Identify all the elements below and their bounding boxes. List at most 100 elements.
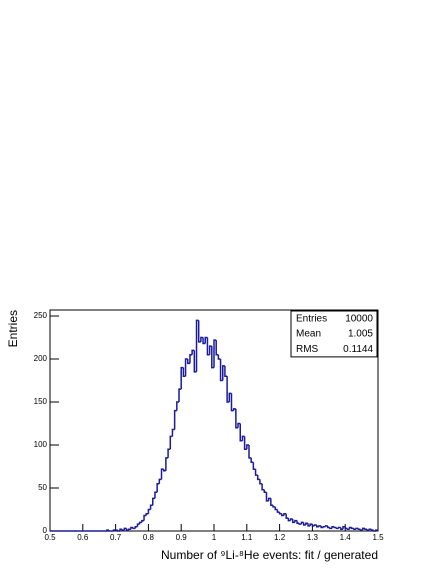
histogram-bin (176, 401, 180, 411)
histogram-bin (272, 505, 276, 508)
histogram-bin (285, 513, 289, 519)
histogram-bin (173, 409, 177, 430)
histogram-bin (364, 528, 368, 531)
histogram-bin (326, 525, 330, 529)
x-tick-label: 1.3 (307, 533, 319, 542)
histogram-bin (167, 448, 171, 458)
histogram-bin (145, 513, 149, 516)
histogram-bin (149, 504, 153, 510)
x-tick-label: 1.5 (372, 533, 384, 542)
histogram-bin (256, 475, 260, 481)
histogram-bin (263, 489, 267, 494)
histogram-bin (219, 359, 223, 382)
x-tick-label: 0.6 (77, 533, 89, 542)
histogram-bin (224, 365, 228, 377)
histogram-bin (357, 528, 361, 531)
histogram-bin (331, 525, 335, 529)
histogram-bin (147, 508, 151, 514)
y-tick-label: 100 (34, 440, 48, 449)
histogram-bin (230, 393, 234, 412)
histogram-bin (138, 521, 142, 525)
histogram-bin (152, 497, 155, 506)
histogram-bin (189, 353, 193, 364)
histogram-bin (351, 527, 354, 530)
histogram-bin (106, 529, 110, 531)
histogram-bin (342, 525, 346, 530)
histogram-bin (355, 527, 359, 530)
histogram-bin (333, 526, 337, 529)
histogram-bin (318, 525, 322, 527)
histogram-bin (298, 523, 302, 525)
stats-value: 0.1144 (343, 344, 373, 355)
stats-value: 10000 (345, 313, 373, 324)
histogram-bin (322, 525, 326, 528)
histogram-bin (141, 519, 145, 523)
histogram-bin (278, 512, 282, 515)
histogram-bin (206, 337, 210, 356)
y-tick-label: 200 (34, 354, 48, 363)
histogram-bin (123, 527, 127, 531)
histogram-bin (195, 319, 199, 372)
histogram-bin (108, 530, 112, 532)
histogram-bin (156, 482, 160, 493)
histogram-bin (215, 340, 219, 356)
x-tick-label: 0.5 (44, 533, 56, 542)
histogram-bin (136, 523, 140, 527)
histogram-bin (270, 498, 274, 506)
y-tick-label: 150 (34, 397, 48, 406)
histogram-bin (289, 518, 293, 521)
histogram-bin (337, 526, 341, 529)
x-tick-label: 0.8 (143, 533, 155, 542)
y-tick-label: 0 (43, 526, 48, 535)
histogram-bin (202, 337, 206, 345)
histogram-bin (348, 526, 352, 530)
stats-box (290, 310, 378, 358)
histogram-bin (259, 479, 263, 485)
histogram-bin (217, 354, 221, 360)
x-tick-label: 0.9 (176, 533, 188, 542)
histogram-bin (368, 528, 372, 531)
histogram-bin (134, 525, 138, 529)
histogram-bin (296, 520, 300, 525)
histogram-bin (226, 376, 230, 403)
stats-label: RMS (296, 344, 319, 355)
histogram-bin (154, 491, 158, 499)
histogram-bin (228, 392, 232, 403)
histogram-bin (119, 528, 123, 531)
y-tick-label: 250 (34, 311, 48, 320)
histogram-bin (302, 522, 306, 526)
histogram-bin (274, 506, 278, 511)
histogram-bin (232, 408, 236, 411)
histogram-bin (261, 483, 265, 491)
x-tick-label: 1.1 (241, 533, 253, 542)
histogram-bin (191, 349, 195, 355)
y-axis-title: Entries (6, 310, 20, 347)
histogram-bin (127, 528, 131, 531)
histogram-bin (169, 435, 173, 450)
histogram-bin (250, 457, 254, 463)
histogram-bin (130, 526, 134, 530)
histogram-bin (324, 525, 328, 527)
histogram-bin (344, 526, 348, 530)
x-tick-label: 1 (212, 533, 217, 542)
histogram-bin (178, 388, 182, 403)
histogram-bin (171, 428, 175, 437)
x-tick-label: 0.7 (110, 533, 122, 542)
histogram-bin (361, 527, 365, 531)
histogram-bin (254, 469, 258, 476)
histogram-bin (211, 346, 214, 369)
stats-label: Mean (296, 329, 321, 340)
histogram-bin (252, 462, 256, 470)
histogram-bin (291, 518, 295, 524)
x-tick-label: 1.2 (274, 533, 286, 542)
histogram-bin (158, 478, 162, 484)
y-tick-label: 50 (38, 483, 47, 492)
stats-value: 1.005 (348, 329, 373, 340)
histogram-bin (112, 529, 116, 531)
histogram-bin (276, 509, 280, 513)
histogram-bin (248, 445, 252, 459)
histogram-bin (287, 518, 291, 522)
x-tick-label: 1.4 (340, 533, 352, 542)
histogram-bin (375, 529, 378, 531)
